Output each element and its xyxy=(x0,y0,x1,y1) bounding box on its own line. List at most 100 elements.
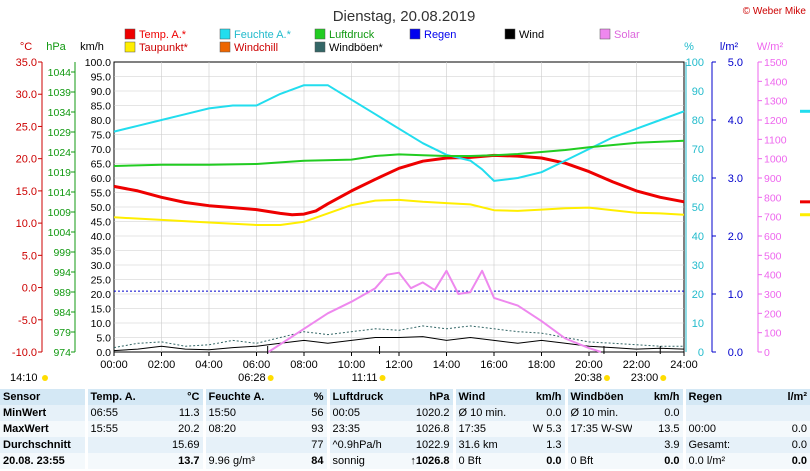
legend-label: Windböen* xyxy=(329,42,384,54)
plot-grid xyxy=(113,61,685,353)
series-line xyxy=(113,153,685,217)
rain-tick-label: 1.0 xyxy=(728,289,743,301)
rain-tick-label: 3.0 xyxy=(728,173,743,185)
stats-cell: 1020.2 xyxy=(400,405,454,421)
press-tick-label: 1029 xyxy=(48,127,72,139)
stats-cell: l/m² xyxy=(754,389,810,405)
legend-swatch xyxy=(124,41,136,53)
legend: Temp. A.* Feuchte A.* Luftdruck Regen Wind So… xyxy=(124,28,640,54)
stats-cell: 11.3 xyxy=(148,405,204,421)
hum-tick-label: 100 xyxy=(686,57,704,69)
stats-cell: Feuchte A. xyxy=(202,389,286,405)
wind-tick-label: 45.0 xyxy=(91,217,112,229)
press-tick-label: 1024 xyxy=(48,147,72,159)
stats-row: 20.08. 23:55 13.7 9.96 g/m³ 84 sonnig ↑1026.8… xyxy=(0,453,810,469)
series-line xyxy=(113,198,685,226)
series-line-windboen xyxy=(113,325,684,349)
unit-label-hum: % xyxy=(684,41,694,53)
x-tick-label: 14:00 xyxy=(433,359,461,371)
stats-cell: 15:50 xyxy=(202,405,286,421)
stats-cell: sonnig xyxy=(326,453,400,469)
stats-cell: Ø 10 min. xyxy=(564,405,632,421)
stats-cell: 0 Bft xyxy=(564,453,632,469)
solar-tick-label: 0 xyxy=(764,347,770,359)
rain-tick-label: 4.0 xyxy=(728,115,743,127)
stats-cell: 1.3 xyxy=(514,437,566,453)
press-tick-label: 1014 xyxy=(48,187,72,199)
stats-cell xyxy=(564,437,632,453)
stats-cell: 00:00 xyxy=(682,421,754,437)
x-tick-label: 18:00 xyxy=(528,359,556,371)
temp-tick-label: 25.0 xyxy=(16,121,37,133)
rain-tick-label: 5.0 xyxy=(728,57,743,69)
hum-tick-label: 50 xyxy=(692,202,704,214)
wind-tick-label: 60.0 xyxy=(91,173,112,185)
stats-cell xyxy=(754,405,810,421)
legend-swatch xyxy=(314,28,326,40)
series-line xyxy=(113,139,685,167)
stats-cell: MaxWert xyxy=(0,421,86,437)
hum-tick-label: 60 xyxy=(692,173,704,185)
stats-cell: 1026.8 xyxy=(400,421,454,437)
wind-tick-label: 0.0 xyxy=(96,347,111,359)
x-tick-label: 22:00 xyxy=(623,359,651,371)
stats-cell: Gesamt: xyxy=(682,437,754,453)
temp-tick-label: -10.0 xyxy=(12,347,37,359)
x-tick-label: 16:00 xyxy=(480,359,508,371)
x-tick-label: 12:00 xyxy=(385,359,413,371)
stats-cell: W 5.3 xyxy=(514,421,566,437)
series-line xyxy=(113,84,685,182)
stats-cell: 0.0 xyxy=(632,405,684,421)
stats-cell xyxy=(682,405,754,421)
legend-label: Feuchte A.* xyxy=(234,29,292,41)
stats-cell: 06:55 xyxy=(84,405,148,421)
stats-cell: 13.5 xyxy=(632,421,684,437)
x-tick-label: 24:00 xyxy=(670,359,698,371)
hum-tick-label: 70 xyxy=(692,144,704,156)
stats-cell: Sensor xyxy=(0,389,86,405)
solar-tick-label: 1400 xyxy=(764,76,788,88)
stats-cell: km/h xyxy=(632,389,684,405)
temp-tick-label: 20.0 xyxy=(16,154,37,166)
x-tick-label: 08:00 xyxy=(290,359,318,371)
stats-cell: 00:05 xyxy=(326,405,400,421)
stats-cell xyxy=(202,437,286,453)
stats-cell: 93 xyxy=(286,421,328,437)
solar-tick-label: 300 xyxy=(764,289,782,301)
stats-cell: 1022.9 xyxy=(400,437,454,453)
legend-swatch xyxy=(124,28,136,40)
sun-event-label: 06:28 xyxy=(238,372,266,384)
stats-cell: 15.69 xyxy=(148,437,204,453)
wind-tick-label: 25.0 xyxy=(91,275,112,287)
sun-event-label: 11:11 xyxy=(352,372,378,384)
stats-cell: ↑1026.8 xyxy=(400,453,454,469)
stats-cell: 0.0 xyxy=(514,405,566,421)
legend-label: Temp. A.* xyxy=(139,29,187,41)
chart-title: Dienstag, 20.08.2019 xyxy=(333,8,476,25)
axes: 100.095.090.085.080.075.070.065.060.055.… xyxy=(12,57,788,371)
x-tick-label: 04:00 xyxy=(195,359,223,371)
stats-cell: 0.0 xyxy=(754,437,810,453)
x-tick-label: 00:00 xyxy=(100,359,128,371)
solar-tick-label: 1000 xyxy=(764,154,788,166)
hum-tick-label: 0 xyxy=(698,347,704,359)
stats-table: Sensor Temp. A. °C Feuchte A.% Luftdruck hPa W… xyxy=(0,389,810,469)
temp-tick-label: 5.0 xyxy=(22,250,37,262)
wind-tick-label: 100.0 xyxy=(85,57,111,69)
stats-cell: 15:55 xyxy=(84,421,148,437)
press-tick-label: 1019 xyxy=(48,167,72,179)
stats-cell: Luftdruck xyxy=(326,389,400,405)
temp-tick-label: 15.0 xyxy=(16,186,37,198)
wind-tick-label: 70.0 xyxy=(91,144,112,156)
hum-tick-label: 90 xyxy=(692,86,704,98)
stats-row: Sensor Temp. A. °C Feuchte A.% Luftdruck hPa W… xyxy=(0,389,810,405)
temp-tick-label: 0.0 xyxy=(22,283,37,295)
solar-tick-label: 100 xyxy=(764,328,782,340)
sun-events: 14:10 06:28 11:11 20:38 23:00 xyxy=(10,346,667,384)
stats-cell: 0.0 l/m² xyxy=(682,453,754,469)
temp-tick-label: 35.0 xyxy=(16,57,37,69)
sun-event-label: 14:10 xyxy=(10,372,38,384)
hum-tick-label: 80 xyxy=(692,115,704,127)
x-tick-label: 06:00 xyxy=(243,359,271,371)
solar-tick-label: 1300 xyxy=(764,96,788,108)
